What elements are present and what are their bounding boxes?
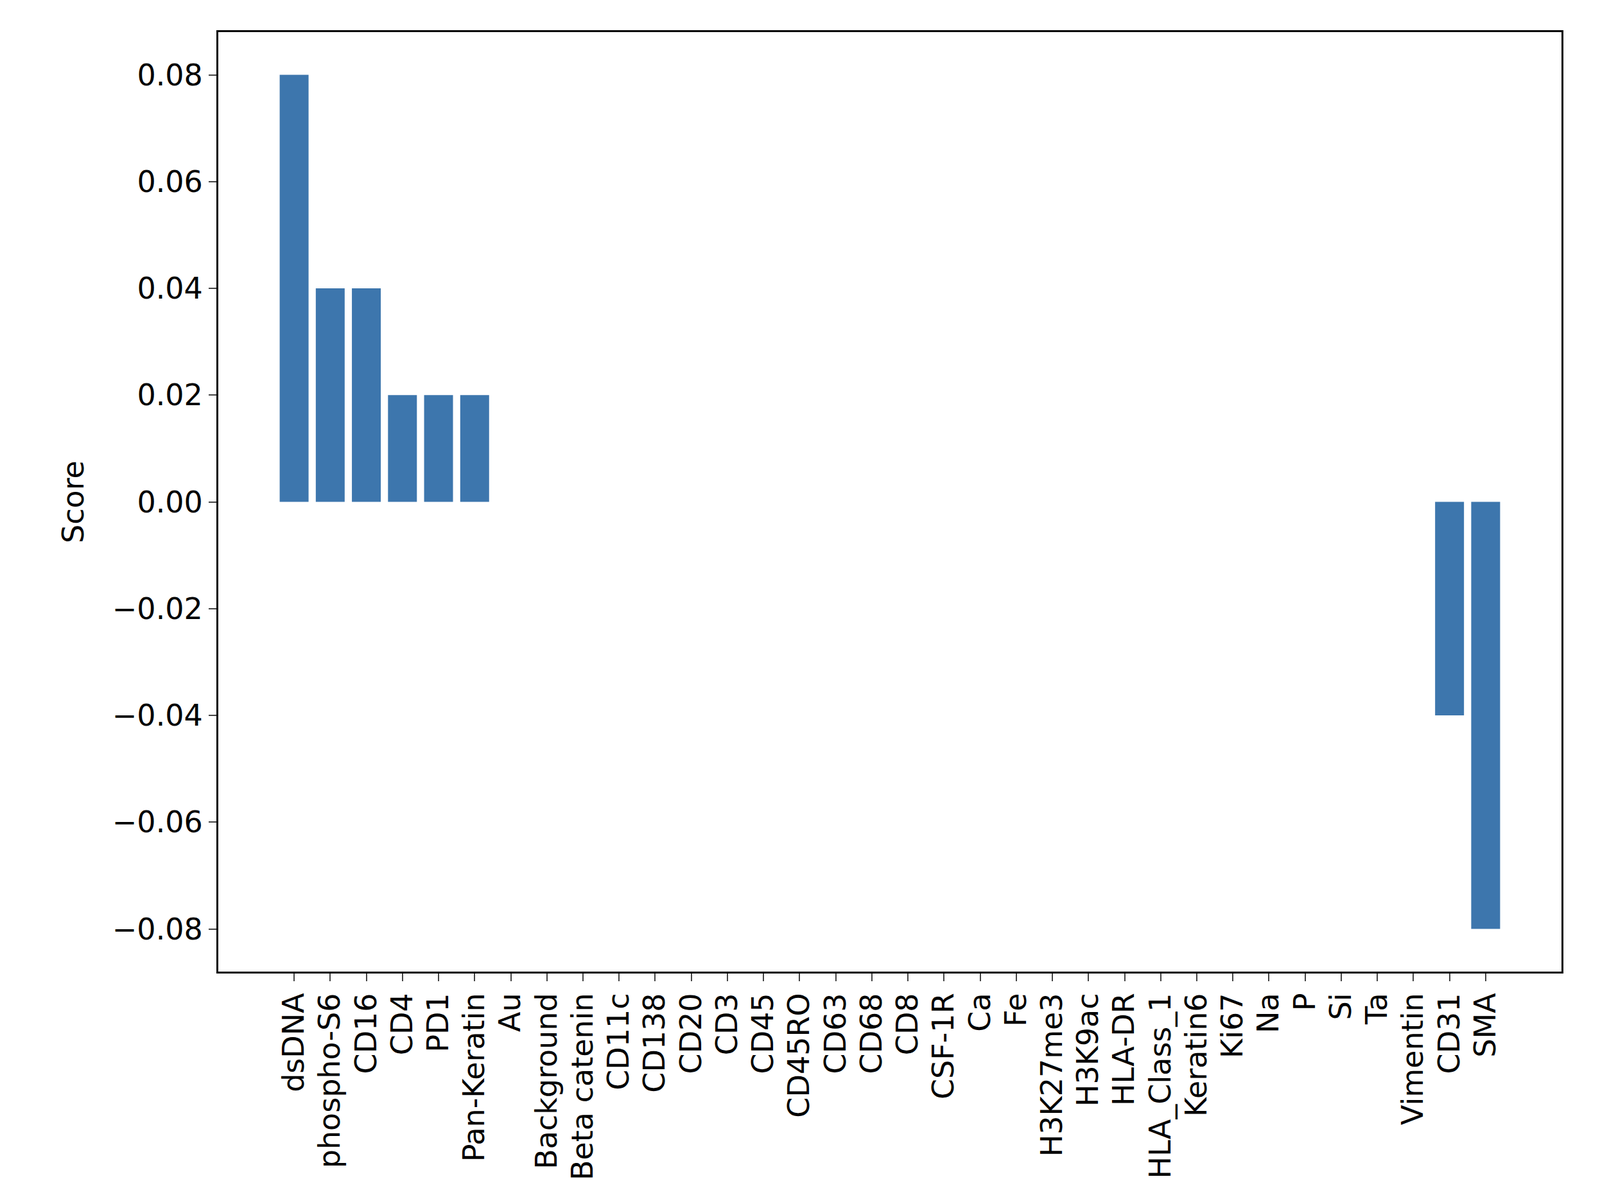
svg-text:CD3: CD3 [709, 992, 745, 1055]
svg-text:phospho-S6: phospho-S6 [312, 992, 347, 1168]
svg-text:CD16: CD16 [348, 992, 384, 1074]
svg-text:CD63: CD63 [817, 992, 853, 1074]
svg-text:CD68: CD68 [853, 992, 889, 1074]
svg-text:CD45RO: CD45RO [781, 992, 817, 1118]
svg-text:−0.04: −0.04 [112, 697, 203, 733]
svg-text:Na: Na [1250, 992, 1286, 1034]
svg-text:−0.02: −0.02 [112, 591, 203, 627]
svg-text:0.08: 0.08 [136, 57, 203, 93]
svg-text:PD1: PD1 [420, 992, 456, 1052]
svg-text:Ca: Ca [962, 992, 998, 1032]
svg-text:Vimentin: Vimentin [1395, 992, 1430, 1125]
svg-text:0.04: 0.04 [136, 270, 203, 306]
svg-text:Score: Score [55, 460, 91, 544]
svg-text:−0.08: −0.08 [112, 911, 203, 947]
svg-text:Si: Si [1323, 992, 1358, 1020]
svg-text:Keratin6: Keratin6 [1178, 992, 1214, 1117]
svg-text:Au: Au [492, 992, 528, 1032]
svg-text:−0.06: −0.06 [112, 804, 203, 840]
svg-text:Pan-Keratin: Pan-Keratin [456, 992, 492, 1162]
svg-text:SMA: SMA [1467, 992, 1503, 1058]
svg-text:P: P [1287, 992, 1322, 1011]
svg-text:CD4: CD4 [384, 992, 420, 1055]
svg-text:CD45: CD45 [745, 992, 781, 1074]
svg-text:0.02: 0.02 [136, 377, 203, 413]
svg-text:0.06: 0.06 [136, 164, 203, 200]
svg-text:Beta catenin: Beta catenin [565, 992, 600, 1181]
svg-text:CD8: CD8 [889, 992, 925, 1055]
svg-text:dsDNA: dsDNA [276, 992, 311, 1093]
svg-text:Fe: Fe [998, 992, 1034, 1027]
svg-text:0.00: 0.00 [136, 484, 203, 520]
svg-text:HLA-DR: HLA-DR [1106, 992, 1141, 1106]
svg-text:Ta: Ta [1359, 992, 1394, 1025]
svg-text:H3K9ac: H3K9ac [1070, 992, 1105, 1107]
svg-text:CSF-1R: CSF-1R [925, 992, 961, 1100]
svg-text:HLA_Class_1: HLA_Class_1 [1142, 992, 1178, 1179]
svg-text:Background: Background [529, 992, 564, 1169]
svg-text:H3K27me3: H3K27me3 [1034, 992, 1070, 1157]
svg-text:CD11c: CD11c [600, 992, 636, 1090]
svg-text:CD138: CD138 [636, 992, 672, 1093]
svg-text:CD20: CD20 [673, 992, 709, 1074]
svg-text:CD31: CD31 [1431, 992, 1467, 1074]
svg-text:Ki67: Ki67 [1214, 992, 1250, 1058]
